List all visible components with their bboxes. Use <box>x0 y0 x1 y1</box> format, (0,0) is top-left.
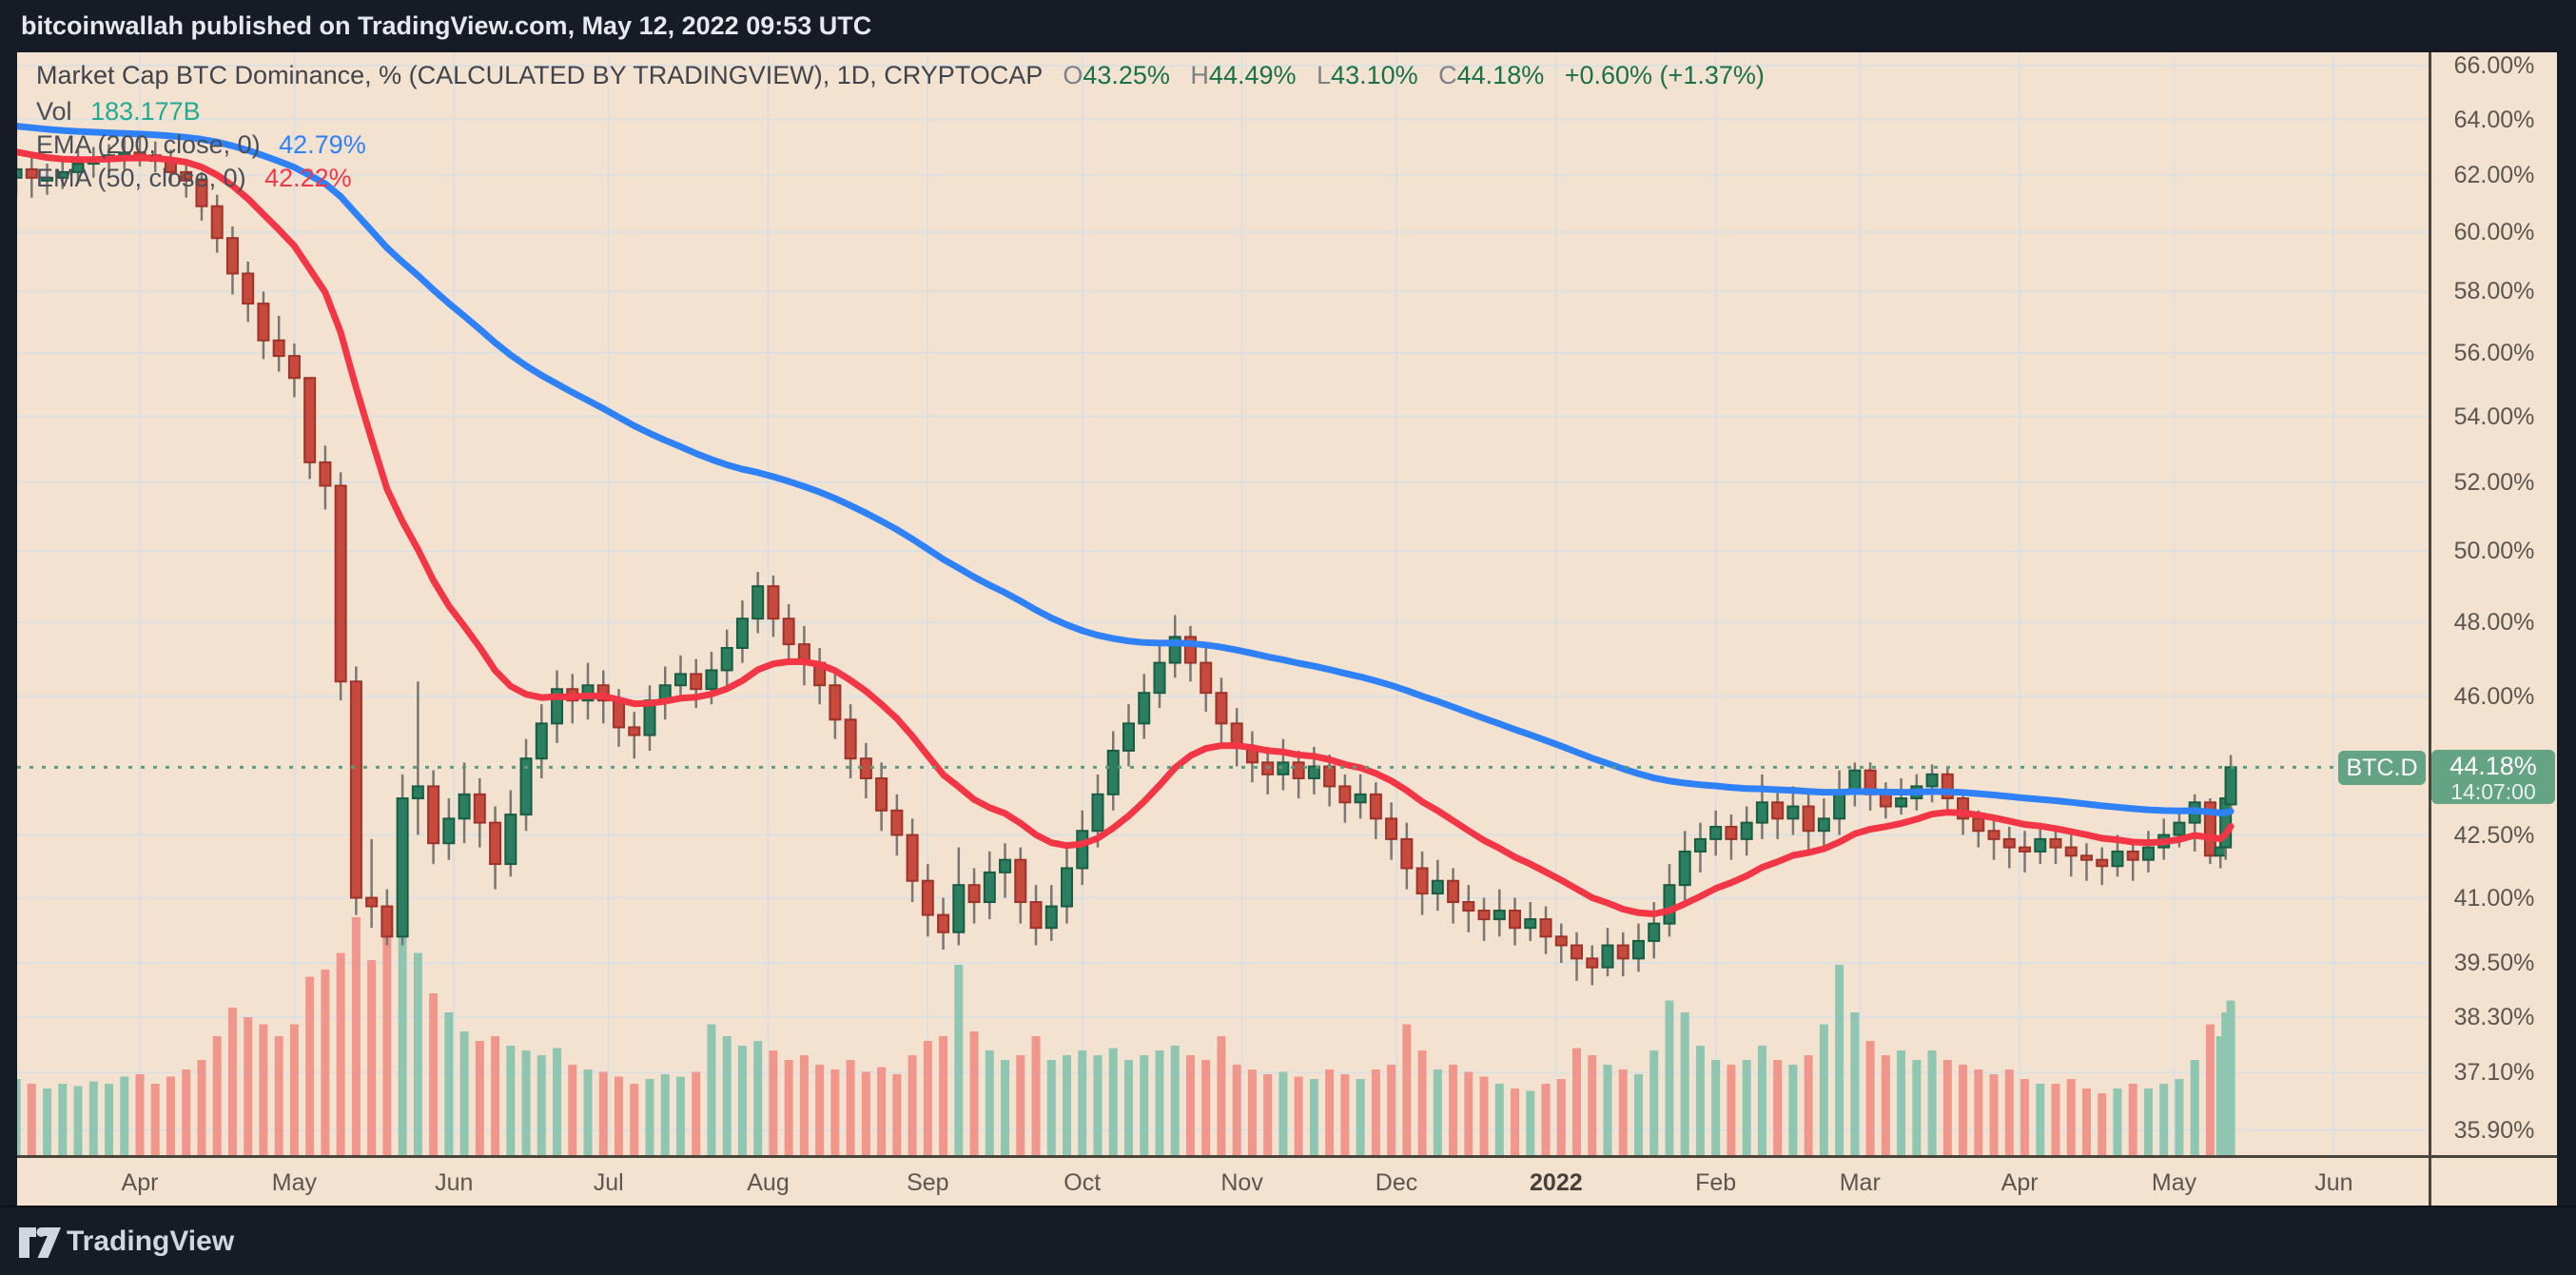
x-axis-label: Jun <box>435 1169 474 1196</box>
y-axis-label: 39.50% <box>2453 950 2535 977</box>
attribution-bar: bitcoinwallah published on TradingView.c… <box>0 0 2576 52</box>
open-value: 43.25% <box>1083 61 1170 89</box>
y-axis-label: 50.00% <box>2453 538 2535 564</box>
y-axis-label: 64.00% <box>2453 106 2535 133</box>
volume-label: Vol <box>36 97 72 126</box>
high-label: H <box>1190 61 1209 89</box>
ema50-indicator-row[interactable]: EMA (50, close, 0) 42.22% <box>36 162 352 194</box>
close-value: 44.18% <box>1456 61 1545 89</box>
x-axis-label: Mar <box>1839 1169 1881 1196</box>
y-axis-label: 46.00% <box>2453 683 2535 711</box>
x-axis-label: Feb <box>1695 1169 1737 1196</box>
x-axis-label: Nov <box>1220 1169 1263 1196</box>
y-axis-label: 60.00% <box>2453 219 2535 246</box>
y-axis-label: 66.00% <box>2453 52 2535 79</box>
last-price-badge: 44.18% 14:07:00 <box>2431 750 2555 804</box>
x-axis-label: May <box>2151 1169 2197 1196</box>
y-axis-label: 42.50% <box>2453 821 2535 849</box>
attribution-text: bitcoinwallah published on TradingView.c… <box>21 11 872 40</box>
ema50-value: 42.22% <box>264 164 352 192</box>
ema200-value: 42.79% <box>279 130 366 159</box>
x-axis-label: Jun <box>2314 1169 2353 1196</box>
tradingview-logo-icon <box>19 1227 61 1258</box>
close-label: C <box>1438 61 1457 89</box>
symbol-name: BTC.D <box>2346 755 2418 781</box>
chart-panel <box>17 52 2557 1206</box>
symbol-legend-row[interactable]: Market Cap BTC Dominance, % (CALCULATED … <box>36 59 1765 91</box>
y-axis-label: 48.00% <box>2453 608 2535 636</box>
low-value: 43.10% <box>1331 61 1418 89</box>
ema200-label: EMA (200, close, 0) <box>36 130 261 159</box>
y-axis-label: 62.00% <box>2453 161 2535 188</box>
y-axis-label: 58.00% <box>2453 278 2535 305</box>
volume-value: 183.177B <box>90 97 201 126</box>
ema50-label: EMA (50, close, 0) <box>36 164 246 192</box>
x-axis-label: Sep <box>907 1169 949 1196</box>
y-axis-label: 52.00% <box>2453 468 2535 496</box>
x-axis-label: Dec <box>1375 1169 1418 1196</box>
bar-countdown: 14:07:00 <box>2450 779 2536 804</box>
y-axis-label: 38.30% <box>2453 1003 2535 1030</box>
change-value: +0.60% (+1.37%) <box>1564 61 1765 89</box>
chart-title: Market Cap BTC Dominance, % (CALCULATED … <box>36 61 1043 89</box>
y-axis-label: 41.00% <box>2453 884 2535 912</box>
tradingview-wordmark: TradingView <box>67 1226 235 1257</box>
y-axis-label: 56.00% <box>2453 339 2535 366</box>
price-scale[interactable]: 66.00% 64.00% 62.00% 60.00% 58.00% 56.00% 54.0… <box>2429 52 2557 1206</box>
x-axis-label: Apr <box>121 1169 159 1196</box>
x-axis-label: May <box>271 1169 318 1196</box>
x-axis-label: Aug <box>747 1169 790 1196</box>
x-axis-label: Apr <box>2000 1169 2039 1196</box>
y-axis-label: 37.10% <box>2453 1059 2535 1087</box>
y-axis-label: 35.90% <box>2453 1116 2535 1144</box>
open-label: O <box>1063 61 1083 89</box>
price-chart-canvas[interactable] <box>17 52 2557 1206</box>
footer-bar: TradingView <box>0 1206 2576 1275</box>
x-axis-label: Jul <box>593 1169 624 1196</box>
time-scale[interactable]: Apr May Jun Jul Aug Sep Oct Nov Dec 2022 Feb Mar Apr… <box>17 1155 2557 1206</box>
x-axis-label: Oct <box>1064 1169 1102 1196</box>
ema200-indicator-row[interactable]: EMA (200, close, 0) 42.79% <box>36 128 366 161</box>
price-line-symbol-badge: BTC.D <box>2338 751 2426 785</box>
x-axis-label: 2022 <box>1530 1169 1583 1196</box>
low-label: L <box>1317 61 1332 89</box>
high-value: 44.49% <box>1208 61 1297 89</box>
volume-indicator-row[interactable]: Vol 183.177B <box>36 95 201 128</box>
last-price-value: 44.18% <box>2449 752 2537 780</box>
y-axis-label: 54.00% <box>2453 402 2535 430</box>
